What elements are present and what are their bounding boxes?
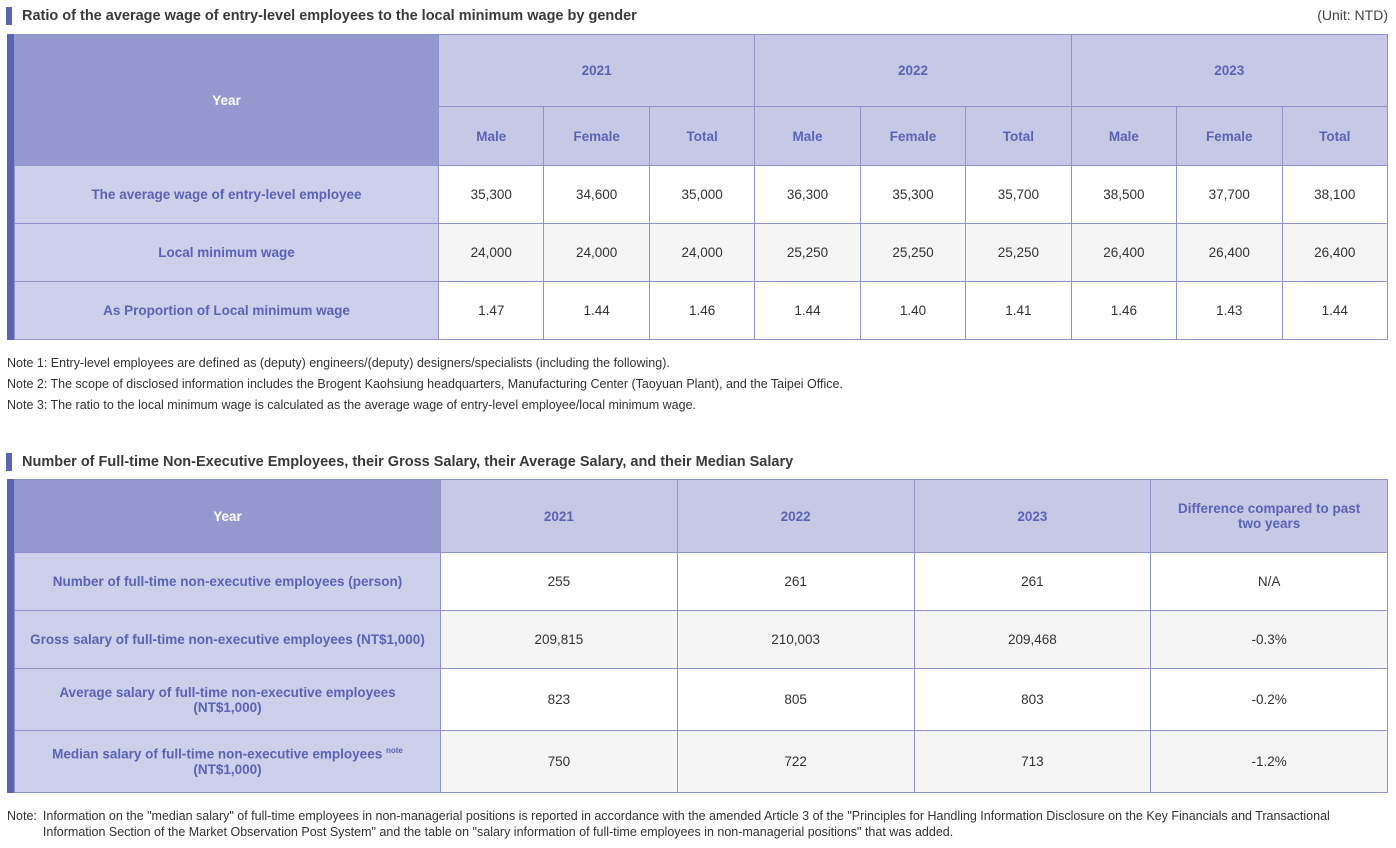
table2-title-text: Number of Full-time Non-Executive Employ… — [22, 454, 794, 470]
table-cell: 24,000 — [437, 223, 545, 282]
year-2023-header: 2023 — [1070, 34, 1389, 107]
table-row: Local minimum wage 24,000 24,000 24,000 … — [14, 223, 1388, 282]
gender-header: Male — [437, 106, 545, 166]
table1-notes: Note 1: Entry-level employees are define… — [7, 353, 843, 416]
row-label: Median salary of full-time non-executive… — [14, 730, 441, 793]
salary-table: Year 2021 2022 2023 Difference compared … — [14, 479, 1388, 793]
table-cell: -0.2% — [1150, 668, 1388, 731]
note-label: Note: — [7, 809, 37, 823]
year-header: Year — [14, 479, 441, 553]
gender-header: Female — [859, 106, 967, 166]
row-label: Local minimum wage — [14, 223, 439, 282]
year-2021-header: 2021 — [440, 479, 678, 553]
row-label-text: Median salary of full-time non-executive… — [52, 746, 383, 762]
table-cell: 34,600 — [543, 165, 650, 224]
table2-title: Number of Full-time Non-Executive Employ… — [6, 453, 793, 471]
row-label: Number of full-time non-executive employ… — [14, 552, 441, 611]
note-1: Note 1: Entry-level employees are define… — [7, 356, 670, 370]
table-cell: 37,700 — [1176, 165, 1283, 224]
table-cell: 35,700 — [965, 165, 1072, 224]
table-cell: 1.47 — [437, 281, 545, 340]
row-label: The average wage of entry-level employee — [14, 165, 439, 224]
row-label: Average salary of full-time non-executiv… — [14, 668, 441, 731]
title-accent-bar — [6, 453, 12, 471]
table-row: As Proportion of Local minimum wage 1.47… — [14, 281, 1388, 340]
table-cell: 1.40 — [859, 281, 967, 340]
year-header: Year — [14, 34, 439, 166]
table-cell: 26,400 — [1176, 223, 1283, 282]
table-cell: 1.44 — [1281, 281, 1388, 340]
gender-header: Total — [965, 106, 1072, 166]
gender-header-row: Male Female Total Male Female Total Male… — [15, 106, 1388, 166]
table-row: The average wage of entry-level employee… — [14, 165, 1388, 224]
table-cell: 750 — [440, 730, 678, 793]
table-row: Number of full-time non-executive employ… — [14, 552, 1388, 611]
note-2: Note 2: The scope of disclosed informati… — [7, 377, 843, 391]
table-cell: 25,250 — [965, 223, 1072, 282]
table-cell: -1.2% — [1150, 730, 1388, 793]
table-cell: 713 — [913, 730, 1152, 793]
table-cell: 1.46 — [1070, 281, 1178, 340]
gender-header: Female — [543, 106, 650, 166]
gender-header: Total — [648, 106, 756, 166]
table-cell: 35,300 — [437, 165, 545, 224]
table-cell: 38,100 — [1281, 165, 1388, 224]
table2-note: Note: Information on the "median salary"… — [7, 808, 1376, 840]
table-row: Gross salary of full-time non-executive … — [14, 610, 1388, 669]
row-label: Gross salary of full-time non-executive … — [14, 610, 441, 669]
table1-container: Year 2021 2022 2023 Male Female Total Ma… — [7, 34, 1389, 340]
difference-header: Difference compared to past two years — [1150, 479, 1388, 553]
title-accent-bar — [6, 7, 12, 25]
year-2023-header: 2023 — [913, 479, 1152, 553]
table-cell: 24,000 — [648, 223, 756, 282]
row-label-unit: (NT$1,000) — [193, 761, 262, 777]
row-label: As Proportion of Local minimum wage — [14, 281, 439, 340]
table-cell: 209,815 — [440, 610, 678, 669]
table-cell: 1.44 — [543, 281, 650, 340]
year-header-row: Year 2021 2022 2023 — [14, 34, 1389, 166]
note-3: Note 3: The ratio to the local minimum w… — [7, 398, 696, 412]
table-cell: 805 — [676, 668, 915, 731]
table-cell: 823 — [440, 668, 678, 731]
table-row: Median salary of full-time non-executive… — [14, 730, 1388, 793]
table-cell: 25,250 — [859, 223, 967, 282]
gender-header: Total — [1281, 106, 1388, 166]
table-cell: 35,000 — [648, 165, 756, 224]
table-cell: 261 — [676, 552, 915, 611]
table1-title-text: Ratio of the average wage of entry-level… — [22, 8, 637, 24]
header-row: Year 2021 2022 2023 Difference compared … — [14, 479, 1388, 553]
entry-wage-table: Year 2021 2022 2023 Male Female Total Ma… — [14, 34, 1389, 340]
year-2022-header: 2022 — [754, 34, 1072, 107]
table-cell: 1.41 — [965, 281, 1072, 340]
table1-title: Ratio of the average wage of entry-level… — [6, 7, 637, 25]
table-cell: N/A — [1150, 552, 1388, 611]
table-cell: 255 — [440, 552, 678, 611]
table-cell: 1.44 — [754, 281, 861, 340]
table-cell: 24,000 — [543, 223, 650, 282]
table-cell: 36,300 — [754, 165, 861, 224]
table-cell: 1.43 — [1176, 281, 1283, 340]
table-row: Average salary of full-time non-executiv… — [14, 668, 1388, 731]
table-cell: 722 — [676, 730, 915, 793]
table-cell: 209,468 — [913, 610, 1152, 669]
table-cell: 1.46 — [648, 281, 756, 340]
gender-header: Male — [1070, 106, 1178, 166]
year-2022-header: 2022 — [676, 479, 915, 553]
table-cell: 803 — [913, 668, 1152, 731]
table-cell: 35,300 — [859, 165, 967, 224]
table-cell: 38,500 — [1070, 165, 1178, 224]
table-cell: 26,400 — [1281, 223, 1388, 282]
table-cell: 261 — [913, 552, 1152, 611]
note-superscript: note — [385, 746, 403, 756]
gender-header: Female — [1176, 106, 1283, 166]
gender-header: Male — [754, 106, 861, 166]
table-cell: -0.3% — [1150, 610, 1388, 669]
unit-label: (Unit: NTD) — [1317, 7, 1388, 23]
table-cell: 25,250 — [754, 223, 861, 282]
table-cell: 210,003 — [676, 610, 915, 669]
table-cell: 26,400 — [1070, 223, 1178, 282]
table2-container: Year 2021 2022 2023 Difference compared … — [7, 479, 1388, 793]
year-2021-header: 2021 — [437, 34, 756, 107]
note-text: Information on the "median salary" of fu… — [42, 809, 1330, 839]
